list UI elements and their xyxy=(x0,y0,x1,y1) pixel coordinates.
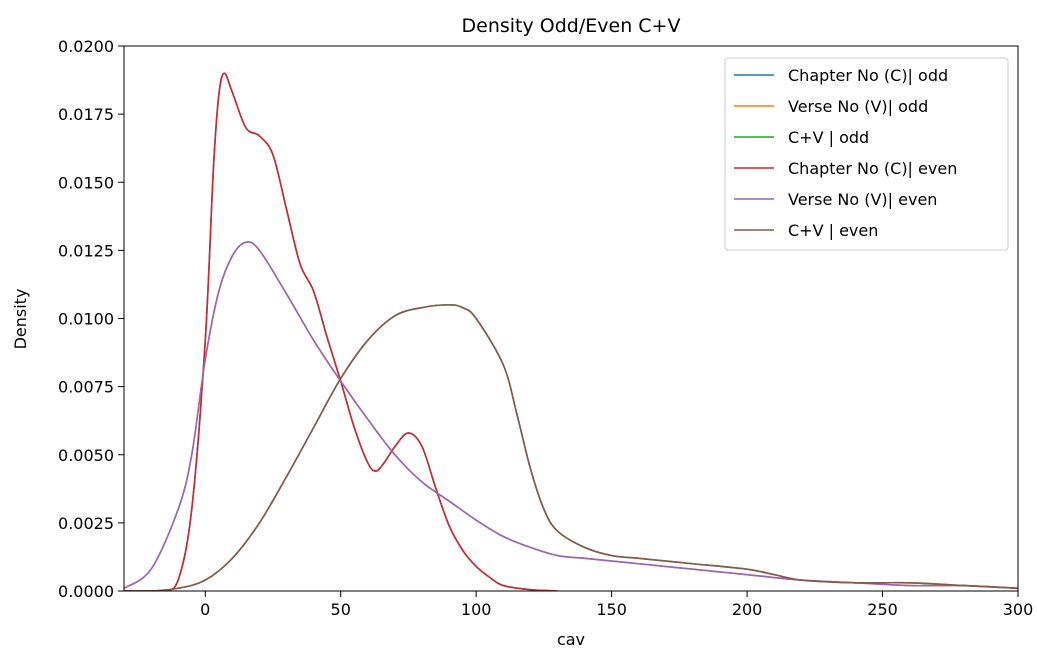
chart-title: Density Odd/Even C+V xyxy=(462,15,681,37)
legend-box xyxy=(724,57,1009,251)
series-line-verse-no-v-even xyxy=(124,241,1018,590)
x-tick-label: 300 xyxy=(1003,600,1034,619)
y-tick-label: 0.0000 xyxy=(58,582,114,601)
y-tick-label: 0.0075 xyxy=(58,378,114,397)
series-line-c-v-even xyxy=(124,304,1018,591)
legend: Chapter No (C)| odd Verse No (V)| odd C+V … xyxy=(724,57,1009,251)
legend-label-verse-no-v-odd: Verse No (V)| odd xyxy=(788,97,928,116)
x-tick-label: 0 xyxy=(200,600,210,619)
plot-area xyxy=(124,72,1018,591)
legend-label-c-v-odd: C+V | odd xyxy=(788,128,869,147)
series-lines xyxy=(124,72,1018,591)
legend-label-verse-no-v-even: Verse No (V)| even xyxy=(788,190,937,209)
y-tick-label: 0.0025 xyxy=(58,514,114,533)
x-tick-label: 50 xyxy=(331,600,351,619)
y-tick-label: 0.0200 xyxy=(58,37,114,56)
x-axis-title: cav xyxy=(557,630,585,649)
x-tick-label: 100 xyxy=(461,600,492,619)
x-tick-label: 150 xyxy=(596,600,627,619)
legend-label-c-v-even: C+V | even xyxy=(788,221,878,240)
y-tick-label: 0.0050 xyxy=(58,446,114,465)
axes: 0 50 100 150 200 250 300 0.0000 0.0025 0.0050 0.00… xyxy=(58,37,1033,619)
series-line-chapter-no-c-even xyxy=(124,72,558,591)
x-tick-label: 200 xyxy=(732,600,763,619)
y-tick-label: 0.0125 xyxy=(58,241,114,260)
legend-label-chapter-no-c-even: Chapter No (C)| even xyxy=(788,159,957,178)
legend-label-chapter-no-c-odd: Chapter No (C)| odd xyxy=(788,66,948,85)
y-tick-label: 0.0175 xyxy=(58,105,114,124)
x-tick-label: 250 xyxy=(867,600,898,619)
y-tick-label: 0.0150 xyxy=(58,173,114,192)
y-axis-title: Density xyxy=(11,289,30,350)
y-tick-label: 0.0100 xyxy=(58,310,114,329)
